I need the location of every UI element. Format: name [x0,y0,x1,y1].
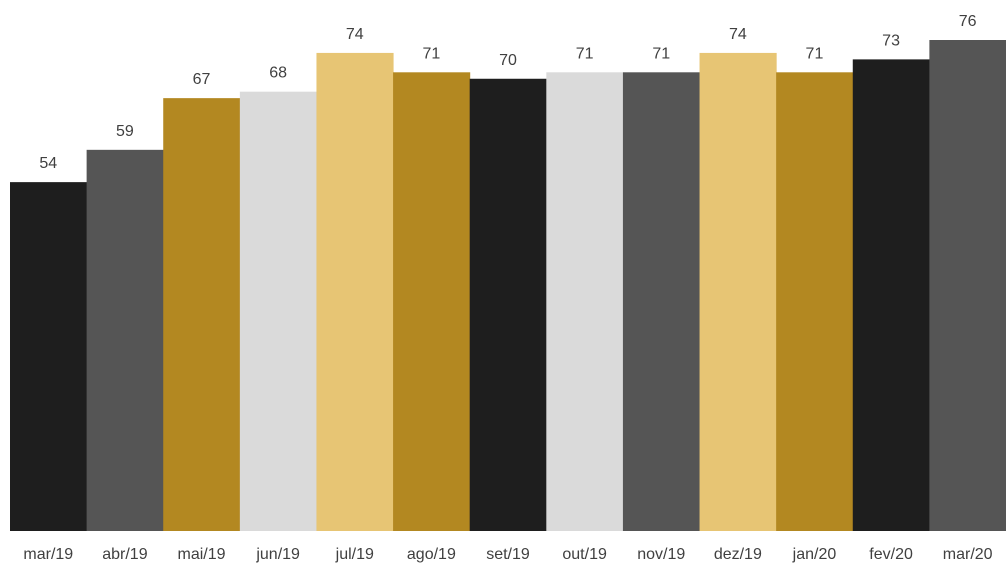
category-tick-label: mar/20 [943,546,993,563]
category-tick-label: ago/19 [407,546,456,563]
data-label: 73 [882,32,900,49]
category-tick-label: mai/19 [178,546,226,563]
data-label: 67 [193,71,211,88]
data-label: 71 [806,45,824,62]
bar-jul-19 [316,52,394,532]
bar-abr-19 [86,149,164,531]
data-label: 68 [269,65,287,82]
bars-group [10,40,1006,532]
data-label: 76 [959,13,977,30]
bar-mai-19 [163,98,241,531]
category-tick-label: jun/19 [255,546,300,563]
category-tick-label: nov/19 [637,546,685,563]
category-tick-label: set/19 [486,546,530,563]
bar-mar-19 [10,182,88,531]
value-labels-group: 54 59 67 68 74 71 70 71 71 74 71 73 76 [39,13,976,172]
category-tick-label: out/19 [562,546,607,563]
category-tick-label: fev/20 [869,546,913,563]
bar-dez-19 [699,52,777,532]
data-label: 71 [652,45,670,62]
category-tick-label: abr/19 [102,546,147,563]
category-tick-label: jul/19 [335,546,374,563]
bar-out-19 [546,72,624,532]
bar-mar-20 [929,40,1006,531]
data-label: 71 [576,45,594,62]
category-tick-label: mar/19 [23,546,73,563]
bar-fev-20 [852,59,930,531]
bar-ago-19 [393,72,471,532]
data-label: 74 [346,26,364,43]
bar-set-19 [469,78,547,531]
data-label: 70 [499,52,517,69]
data-label: 71 [422,45,440,62]
category-tick-label: dez/19 [714,546,762,563]
category-labels-group: mar/19 abr/19 mai/19 jun/19 jul/19 ago/19 set/… [23,546,992,563]
bar-jun-19 [239,91,317,532]
data-label: 59 [116,123,134,140]
data-label: 54 [39,155,57,172]
bar-nov-19 [622,72,701,532]
bar-jan-20 [776,72,854,532]
category-tick-label: jan/20 [792,546,837,563]
data-label: 74 [729,26,747,43]
